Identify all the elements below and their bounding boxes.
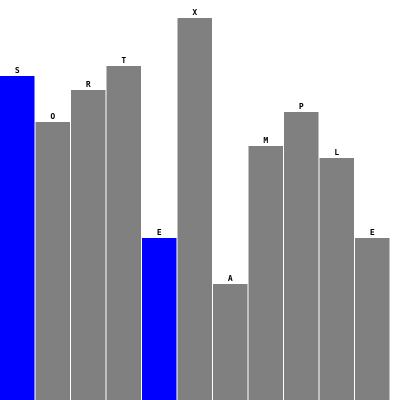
bar-label-1: O (50, 112, 55, 121)
bar-10-e (355, 238, 390, 400)
bar-label-0: S (15, 66, 20, 75)
bar-6-a (213, 284, 248, 400)
bar-0-s (0, 76, 35, 400)
bar-5-x (177, 18, 212, 400)
bar-2-r (71, 90, 106, 400)
bar-label-4: E (157, 228, 162, 237)
bar-3-t (106, 66, 141, 400)
bars-group (0, 18, 390, 400)
bar-label-5: X (192, 8, 197, 17)
bar-7-m (248, 146, 283, 400)
bar-label-10: E (370, 228, 375, 237)
bar-4-e (142, 238, 177, 400)
bar-label-6: A (228, 274, 233, 283)
bar-label-7: M (263, 136, 268, 145)
bar-8-p (284, 112, 319, 400)
bar-label-9: L (334, 148, 339, 157)
bar-labels-group: S O R T E X A M P L E (15, 8, 375, 283)
bar-label-2: R (86, 80, 91, 89)
bar-1-o (35, 122, 70, 400)
bar-9-l (319, 158, 354, 400)
bar-label-8: P (299, 102, 304, 111)
bar-label-3: T (121, 56, 126, 65)
